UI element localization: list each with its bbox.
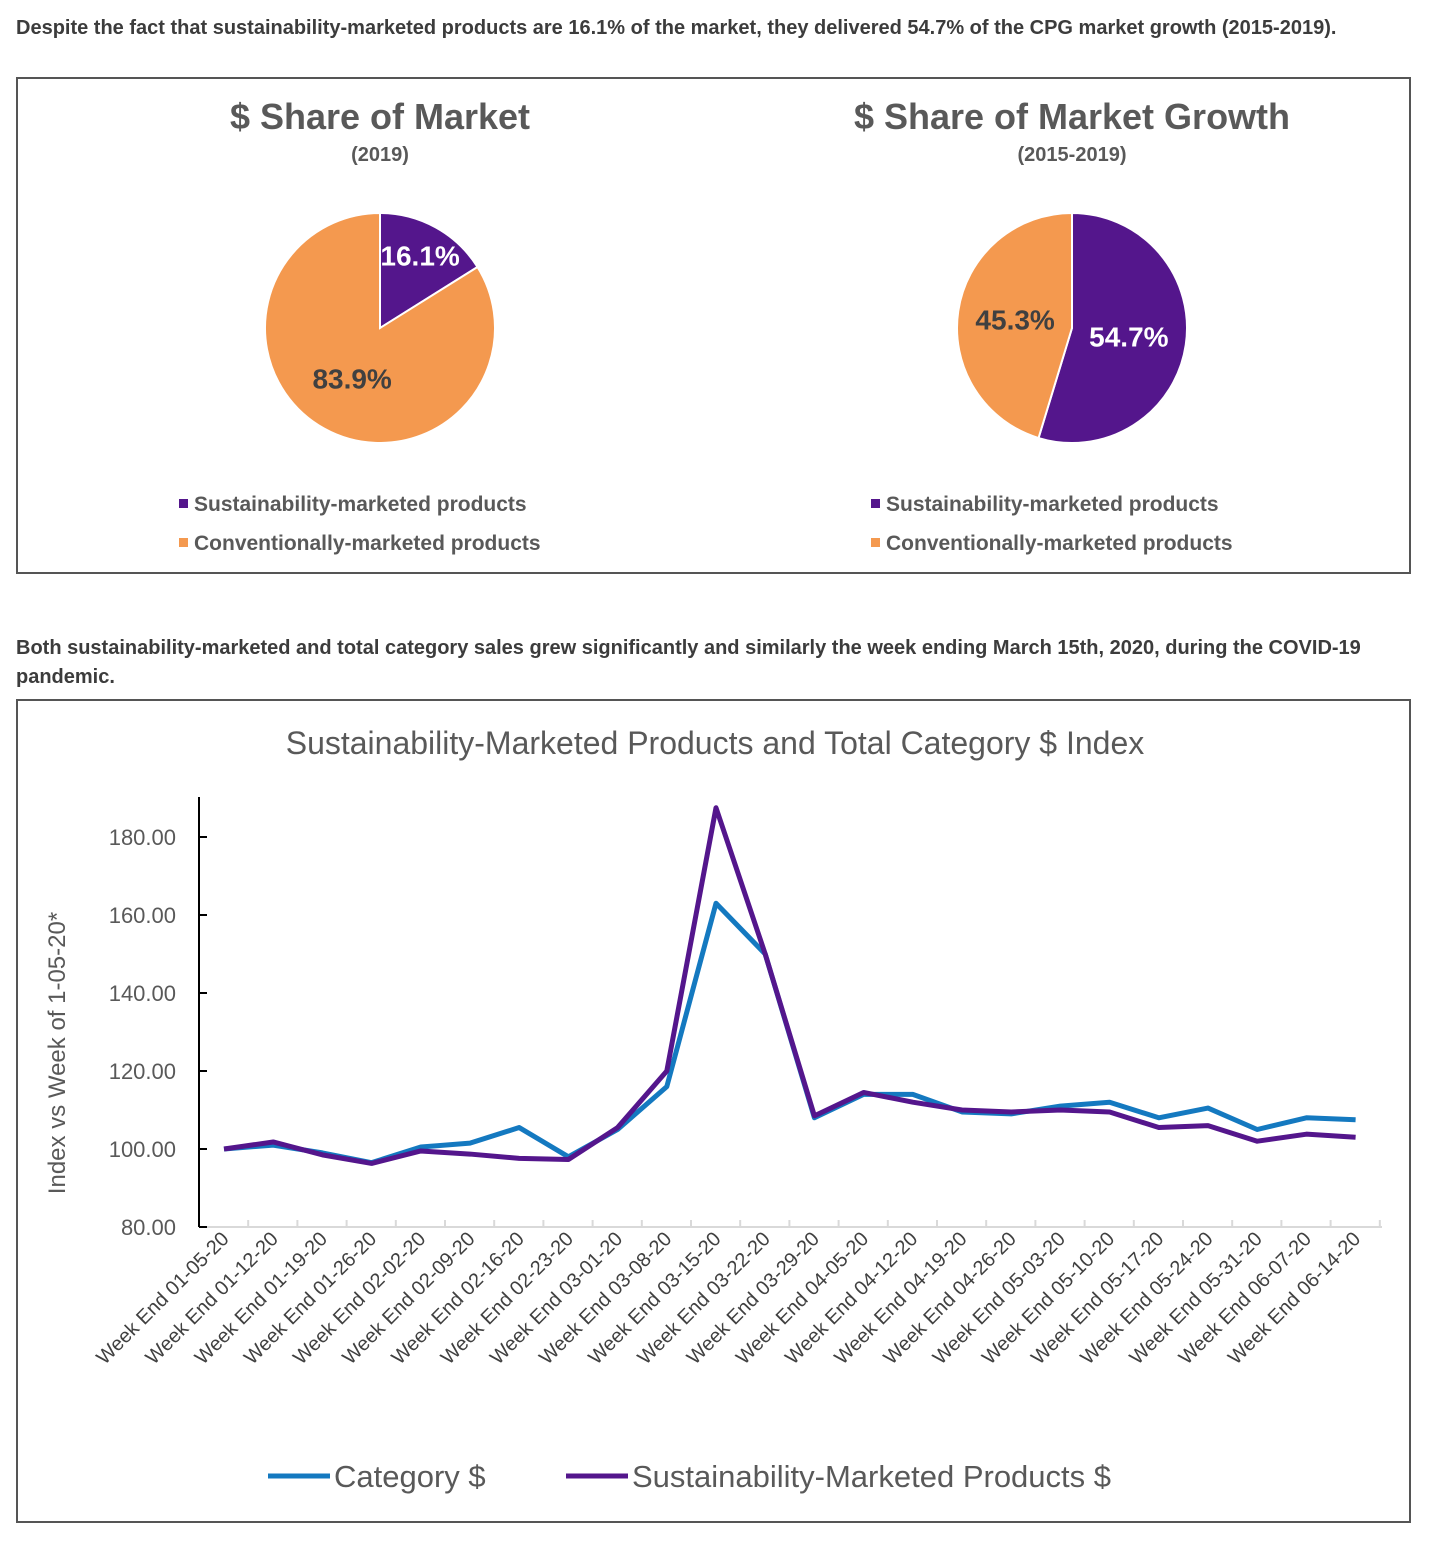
pie-slice [956, 211, 1073, 440]
legend-label: Sustainability-marketed products [886, 493, 1219, 516]
legend-swatch [871, 499, 880, 508]
y-tick-label: 160.00 [109, 903, 176, 928]
pie-subtitle: (2015-2019) [1018, 144, 1127, 166]
y-tick-label: 100.00 [109, 1137, 176, 1162]
pie-data-label: 54.7% [1089, 321, 1168, 352]
chart-title: Sustainability-Marketed Products and Tot… [286, 725, 1145, 761]
legend-label: Category $ [334, 1459, 486, 1494]
pie-slice [1037, 211, 1188, 444]
pie-slice [379, 211, 479, 330]
legend-label: Sustainability-marketed products [194, 493, 527, 516]
legend-label: Conventionally-marketed products [194, 532, 541, 555]
pie-slice [264, 211, 496, 444]
y-tick-label: 80.00 [121, 1215, 176, 1240]
pie-data-label: 83.9% [312, 363, 391, 394]
pie-subtitle: (2019) [351, 144, 409, 166]
line-chart: Sustainability-Marketed Products and Tot… [44, 725, 1382, 1494]
caption-bottom: Both sustainability-marketed and total c… [16, 637, 1361, 688]
legend-swatch [179, 538, 188, 547]
y-tick-label: 180.00 [109, 825, 176, 850]
legend-label: Sustainability-Marketed Products $ [632, 1459, 1111, 1494]
caption-top: Despite the fact that sustainability-mar… [16, 17, 1337, 39]
series-line [223, 805, 1356, 1166]
legend-label: Conventionally-marketed products [886, 532, 1233, 555]
y-tick-label: 140.00 [109, 981, 176, 1006]
y-tick-label: 120.00 [109, 1059, 176, 1084]
pie-charts-panel: $ Share of Market (2019) 16.1% 83.9% Sustain… [16, 77, 1411, 574]
legend-swatch [179, 499, 188, 508]
line-chart-panel: Sustainability-Marketed Products and Tot… [16, 699, 1411, 1523]
pie-data-label: 16.1% [380, 241, 459, 272]
y-axis-label: Index vs Week of 1-05-20* [44, 912, 71, 1194]
pie-data-label: 45.3% [975, 305, 1054, 336]
pie-title: $ Share of Market [230, 96, 530, 137]
pie-charts: $ Share of Market (2019) 16.1% 83.9% Sustain… [179, 96, 1290, 555]
pie-title: $ Share of Market Growth [854, 96, 1290, 137]
legend-swatch [871, 538, 880, 547]
